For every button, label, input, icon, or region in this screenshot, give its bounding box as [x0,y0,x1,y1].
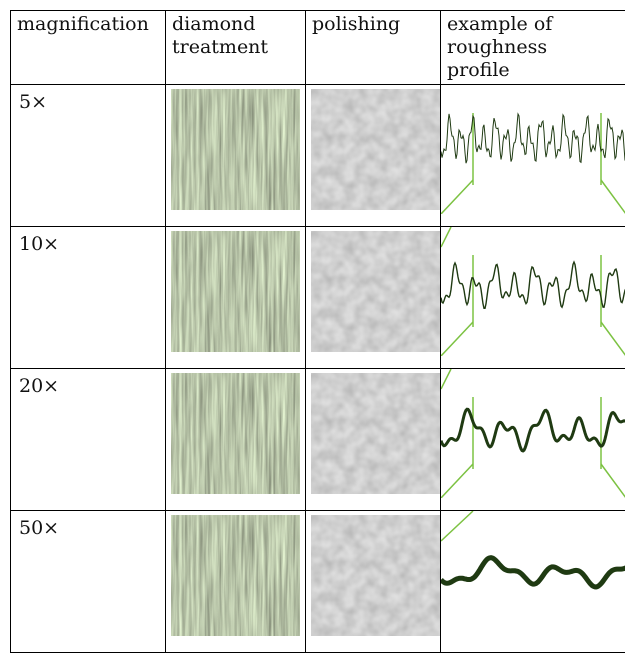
zoom-line [441,180,473,214]
polishing-cell [306,227,441,369]
micrograph-texture [171,231,300,352]
header-row: magnification diamond treatment polishin… [11,11,625,85]
micrograph [311,373,440,494]
table-row: 5× [11,85,625,227]
roughness-profile [441,369,625,498]
magnification-cell: 5× [11,85,166,227]
zoom-line [601,180,625,214]
magnification-cell: 20× [11,369,166,511]
profile-cell [441,85,625,227]
micrograph [311,515,440,636]
profile-cell [441,227,625,369]
table-row: 50× [11,511,625,653]
roughness-curve [441,114,625,163]
roughness-profile [441,511,625,640]
micrograph [311,89,440,210]
roughness-curve [441,558,625,587]
table-row: 10× [11,227,625,369]
header-cell: example of roughness profile [441,11,625,85]
header-cell: magnification [11,11,166,85]
zoom-line [601,464,625,498]
zoom-line [441,322,473,356]
page: magnification diamond treatment polishin… [0,0,625,586]
header-cell: diamond treatment [166,11,306,85]
micrograph-texture [311,231,440,352]
micrograph [171,515,300,636]
table-body: 5×10×20×50× [11,85,625,653]
diamond-cell [166,511,306,653]
roughness-curve [441,262,625,308]
micrograph-texture [171,515,300,636]
results-table: magnification diamond treatment polishin… [10,10,625,653]
profile-cell [441,511,625,653]
zoom-line [601,322,625,356]
micrograph [171,373,300,494]
roughness-profile [441,85,625,214]
table-row: 20× [11,369,625,511]
roughness-profile [441,227,625,356]
zoom-line [441,511,473,541]
micrograph-texture [311,515,440,636]
zoom-line [441,464,473,498]
polishing-cell [306,511,441,653]
zoom-line [441,227,451,247]
header-cell: polishing [306,11,441,85]
micrograph-texture [171,373,300,494]
polishing-cell [306,85,441,227]
micrograph-texture [171,89,300,210]
micrograph [311,231,440,352]
micrograph-texture [311,89,440,210]
profile-cell [441,369,625,511]
polishing-cell [306,369,441,511]
diamond-cell [166,227,306,369]
roughness-curve [441,409,625,451]
micrograph [171,231,300,352]
magnification-cell: 10× [11,227,166,369]
zoom-line [441,369,451,389]
magnification-cell: 50× [11,511,166,653]
diamond-cell [166,85,306,227]
micrograph [171,89,300,210]
diamond-cell [166,369,306,511]
micrograph-texture [311,373,440,494]
